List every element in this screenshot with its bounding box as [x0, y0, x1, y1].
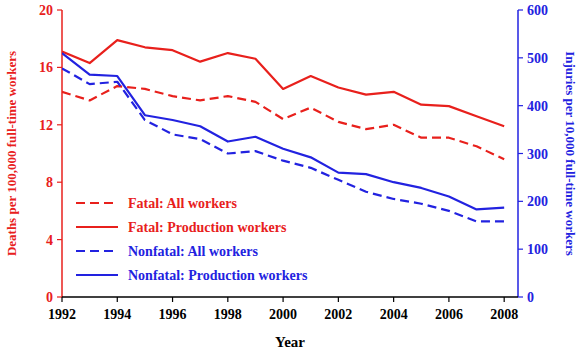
y2-tick-label: 400: [527, 99, 548, 114]
legend-label: Fatal: Production workers: [128, 220, 287, 235]
y2-tick: [518, 296, 523, 297]
y-tick: [57, 124, 62, 125]
x-tick: [338, 297, 339, 302]
y2-tick: [518, 201, 523, 202]
x-tick: [504, 297, 505, 302]
x-tick-label: 1996: [159, 307, 187, 322]
y-tick: [57, 296, 62, 297]
y2-tick-label: 100: [527, 242, 548, 257]
legend-label: Fatal: All workers: [128, 196, 237, 211]
y-tick-label: 8: [46, 175, 53, 190]
y2-tick-label: 600: [527, 3, 548, 18]
x-tick-label: 2006: [435, 307, 463, 322]
y-tick-label: 12: [39, 118, 53, 133]
x-tick-label: 1994: [103, 307, 131, 322]
y2-tick: [518, 105, 523, 106]
y-tick-label: 4: [46, 233, 53, 248]
y-tick-label: 0: [46, 290, 53, 305]
legend-label: Nonfatal: All workers: [128, 244, 258, 259]
x-tick-label: 1992: [48, 307, 76, 322]
y2-tick: [518, 57, 523, 58]
y2-tick-label: 200: [527, 194, 548, 209]
legend-swatch: [76, 226, 118, 228]
x-tick: [282, 297, 283, 302]
legend-swatch: [76, 250, 118, 252]
x-tick-label: 2004: [380, 307, 408, 322]
y-tick-label: 20: [39, 3, 53, 18]
x-tick-label: 2002: [324, 307, 352, 322]
x-tick: [448, 297, 449, 302]
y-tick: [57, 239, 62, 240]
y2-tick: [518, 249, 523, 250]
y2-tick: [518, 153, 523, 154]
x-axis-line: [62, 296, 518, 298]
x-tick: [172, 297, 173, 302]
series-line: [62, 53, 504, 209]
x-tick: [393, 297, 394, 302]
legend-swatch: [76, 202, 118, 204]
x-tick-label: 2008: [490, 307, 518, 322]
y2-tick-label: 0: [527, 290, 534, 305]
y-axis-label: Deaths per 100,000 full-time workers: [4, 51, 19, 256]
series-line: [62, 40, 504, 126]
x-axis-label: Year: [275, 334, 305, 350]
x-tick: [227, 297, 228, 302]
y2-tick-label: 500: [527, 51, 548, 66]
chart: 0481216200100200300400500600199219941996…: [0, 0, 580, 354]
legend-swatch: [76, 274, 118, 276]
y2-tick: [518, 9, 523, 10]
x-tick: [117, 297, 118, 302]
x-tick: [61, 297, 62, 302]
y-tick: [57, 9, 62, 10]
plot-lines: [62, 40, 504, 221]
y-tick: [57, 182, 62, 183]
y2-tick-label: 300: [527, 147, 548, 162]
y-tick: [57, 67, 62, 68]
legend: Fatal: All workers Fatal: Production work…: [76, 196, 308, 283]
x-tick-label: 2000: [269, 307, 297, 322]
y-tick-label: 16: [39, 60, 53, 75]
x-tick-label: 1998: [214, 307, 242, 322]
y2-axis-label: Injuries per 10,000 full-time workers: [563, 51, 578, 255]
legend-label: Nonfatal: Production workers: [128, 268, 308, 283]
